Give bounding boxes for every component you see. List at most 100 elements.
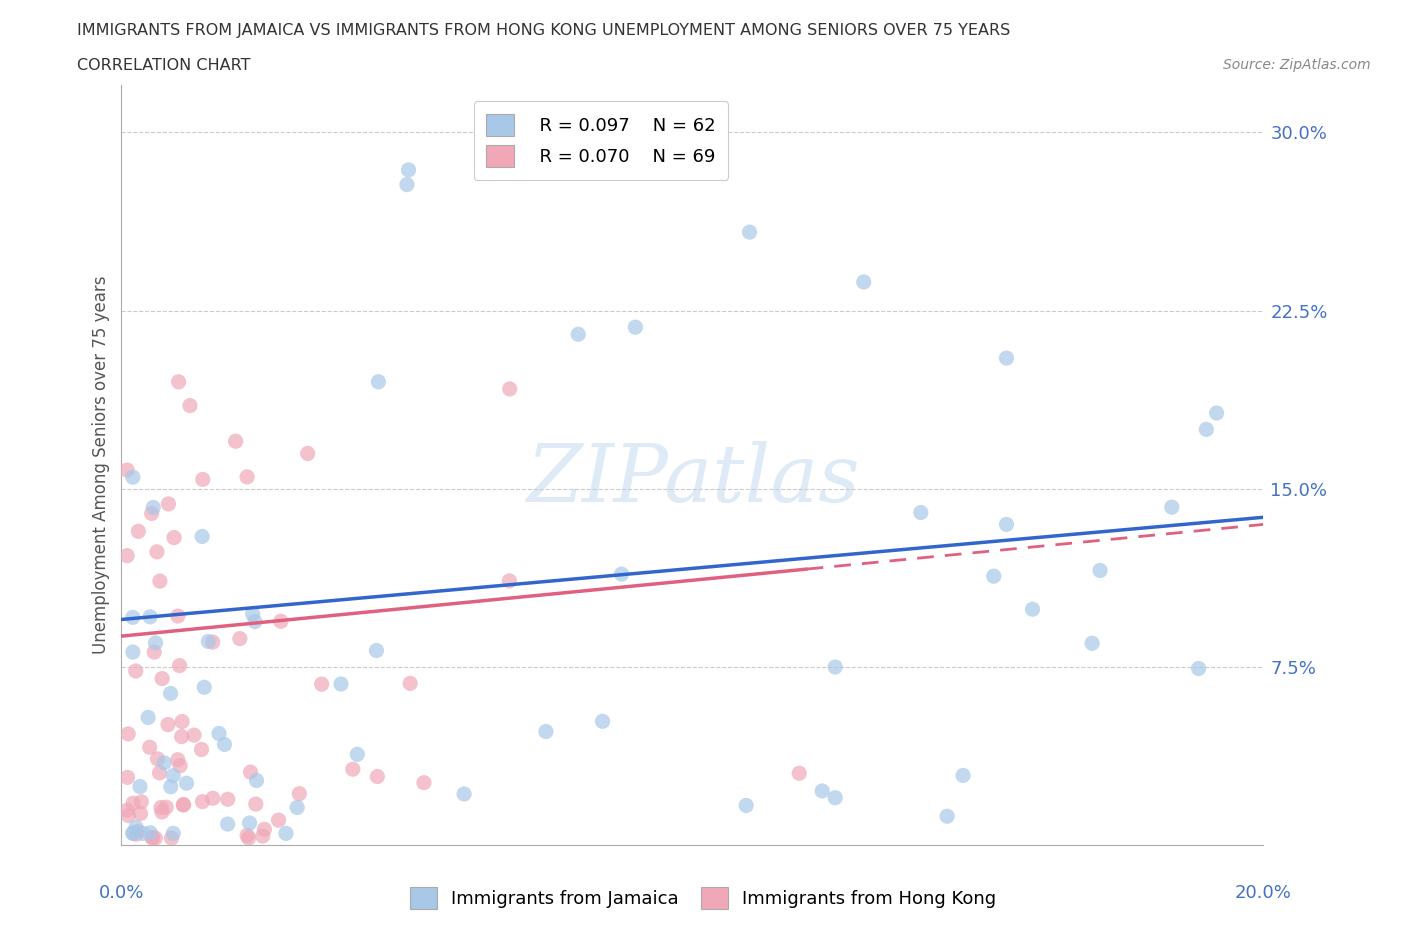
Point (121, 470, 143, 485)
Point (1021, 602, 1043, 617)
Point (127, 524, 149, 538)
Point (610, 566, 633, 581)
Point (115, 462, 138, 477)
Point (117, 808, 139, 823)
Point (824, 790, 846, 805)
Point (267, 813, 290, 828)
Point (183, 727, 205, 742)
Point (167, 375, 190, 390)
Point (330, 677, 353, 692)
Point (162, 768, 184, 783)
Point (121, 610, 143, 625)
Point (176, 776, 198, 790)
Point (132, 826, 155, 841)
Point (121, 644, 143, 659)
Point (115, 803, 138, 817)
Point (366, 769, 388, 784)
Point (1160, 499, 1182, 514)
Point (1195, 422, 1218, 437)
Point (453, 787, 475, 802)
Point (238, 830, 260, 845)
Point (142, 830, 165, 844)
Point (191, 529, 214, 544)
Point (117, 726, 139, 741)
Point (499, 381, 522, 396)
Point (167, 608, 190, 623)
Point (236, 828, 259, 843)
Point (141, 830, 163, 845)
Point (592, 714, 614, 729)
Point (156, 717, 179, 732)
Point (131, 794, 153, 809)
Point (952, 768, 974, 783)
Point (125, 827, 148, 842)
Point (190, 742, 212, 757)
Point (148, 765, 170, 780)
Point (735, 798, 758, 813)
Point (166, 752, 188, 767)
Point (141, 506, 163, 521)
Text: 0.0%: 0.0% (98, 884, 145, 902)
Text: Source: ZipAtlas.com: Source: ZipAtlas.com (1223, 58, 1371, 72)
Point (170, 729, 193, 744)
Point (270, 614, 292, 629)
Point (139, 609, 162, 624)
Point (413, 776, 436, 790)
Point (191, 794, 214, 809)
Point (146, 544, 169, 559)
Point (297, 446, 319, 461)
Legend:   R = 0.097    N = 62,   R = 0.070    N = 69: R = 0.097 N = 62, R = 0.070 N = 69 (474, 101, 728, 179)
Point (160, 830, 183, 845)
Point (201, 634, 224, 649)
Point (169, 758, 191, 773)
Point (172, 798, 194, 813)
Point (138, 739, 160, 754)
Point (159, 779, 181, 794)
Point (238, 816, 260, 830)
Text: CORRELATION CHART: CORRELATION CHART (77, 58, 250, 73)
Point (150, 804, 173, 819)
Point (145, 635, 167, 650)
Point (121, 826, 143, 841)
Point (117, 770, 139, 785)
Point (1088, 563, 1111, 578)
Point (366, 644, 388, 658)
Point (179, 398, 201, 413)
Point (155, 800, 177, 815)
Point (125, 820, 148, 835)
Text: ZIPatlas: ZIPatlas (526, 442, 859, 519)
Point (129, 806, 152, 821)
Point (1205, 405, 1227, 420)
Point (395, 177, 418, 192)
Point (153, 755, 176, 770)
Point (121, 826, 143, 841)
Point (243, 614, 266, 629)
Point (534, 724, 557, 739)
Point (852, 274, 875, 289)
Point (146, 751, 169, 766)
Point (245, 773, 267, 788)
Point (936, 809, 959, 824)
Point (252, 829, 274, 844)
Point (143, 644, 166, 659)
Point (163, 530, 186, 545)
Point (367, 375, 389, 390)
Point (242, 606, 264, 621)
Point (169, 658, 191, 673)
Point (995, 517, 1018, 532)
Point (197, 634, 219, 649)
Point (208, 726, 231, 741)
Point (787, 765, 810, 780)
Point (173, 797, 195, 812)
Point (225, 433, 247, 448)
Point (995, 351, 1018, 365)
Point (150, 800, 173, 815)
Point (115, 548, 138, 563)
Point (201, 790, 224, 805)
Point (288, 786, 311, 801)
Point (910, 505, 932, 520)
Point (824, 659, 846, 674)
Point (245, 797, 267, 812)
Point (236, 470, 259, 485)
Point (159, 686, 181, 701)
